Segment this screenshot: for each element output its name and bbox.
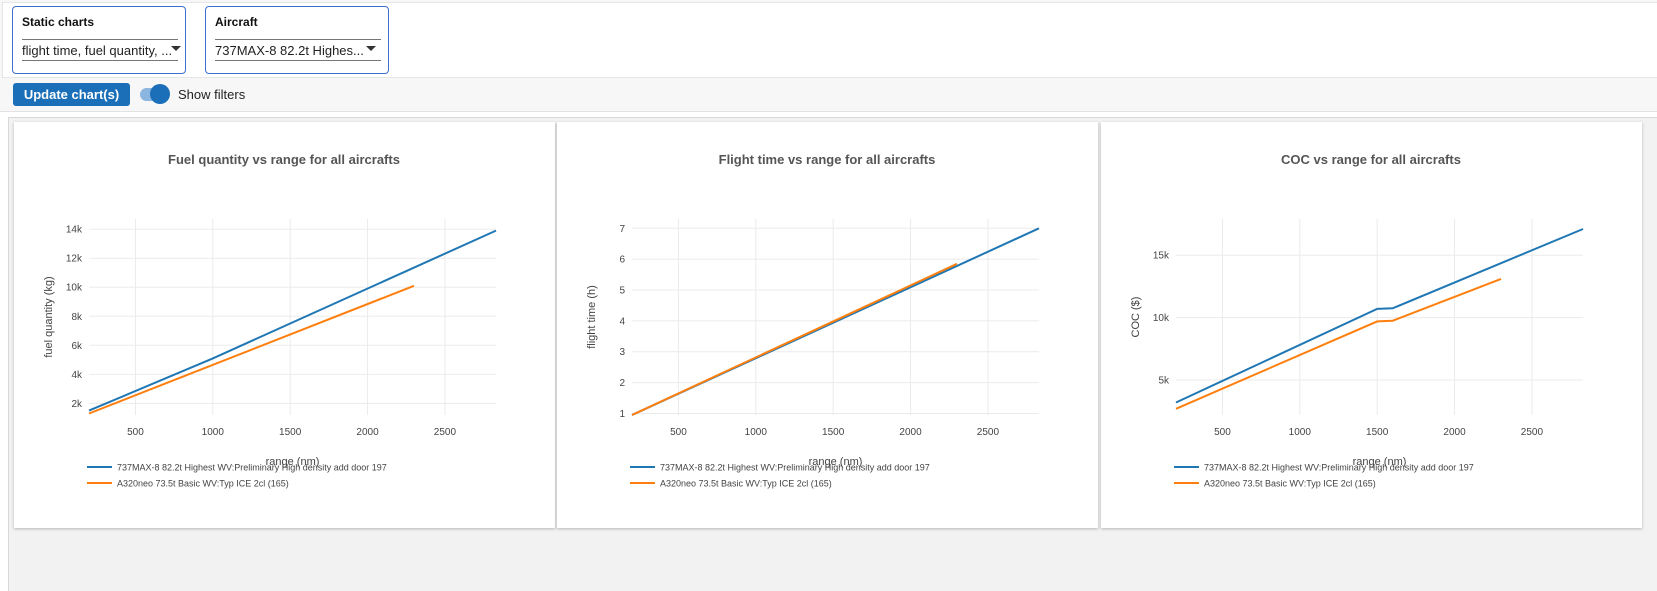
x-tick-label: 1000 xyxy=(202,427,225,438)
x-axis-label: range (nm) xyxy=(1353,456,1407,468)
series-line-2 xyxy=(1175,277,1502,410)
x-tick-label: 2500 xyxy=(977,427,1000,438)
y-tick-label: 6 xyxy=(619,255,625,266)
aircraft-select[interactable]: Aircraft 737MAX-8 82.2t Highes... xyxy=(205,6,389,74)
chart-title: Fuel quantity vs range for all aircrafts xyxy=(168,152,400,167)
x-tick-label: 2000 xyxy=(899,427,922,438)
legend-label: A320neo 73.5t Basic WV:Typ ICE 2cl (165) xyxy=(1204,479,1376,489)
show-filters-toggle-knob[interactable] xyxy=(150,84,170,104)
y-tick-label: 15k xyxy=(1153,251,1170,262)
coc-chart: COC vs range for all aircrafts 500 1000 150… xyxy=(1130,152,1584,489)
y-tick-label: 6k xyxy=(71,341,83,352)
y-tick-label: 4k xyxy=(71,370,83,381)
y-tick-label: 5k xyxy=(1158,376,1170,387)
series-line-2 xyxy=(88,284,415,415)
coc-chart-card: COC vs range for all aircrafts 500 1000 150… xyxy=(1101,122,1642,528)
y-tick-label: 7 xyxy=(619,224,625,235)
series-line-2 xyxy=(631,262,958,416)
x-tick-label: 1000 xyxy=(1289,427,1312,438)
y-tick-label: 4 xyxy=(619,316,625,327)
legend-label: 737MAX-8 82.2t Highest WV:Preliminary Hi… xyxy=(117,463,387,473)
chart-title: COC vs range for all aircrafts xyxy=(1281,152,1461,167)
static-charts-value[interactable]: flight time, fuel quantity, ... xyxy=(22,39,178,61)
x-tick-label: 1500 xyxy=(822,427,845,438)
chart-title: Flight time vs range for all aircrafts xyxy=(719,152,936,167)
legend-label: A320neo 73.5t Basic WV:Typ ICE 2cl (165) xyxy=(660,479,832,489)
grid xyxy=(1176,219,1583,415)
series-line-1 xyxy=(88,229,497,412)
static-charts-select[interactable]: Static charts flight time, fuel quantity… xyxy=(12,6,186,74)
x-tick-label: 500 xyxy=(670,427,687,438)
aircraft-value[interactable]: 737MAX-8 82.2t Highes... xyxy=(215,39,381,61)
x-tick-label: 500 xyxy=(127,427,144,438)
y-axis-label: fuel quantity (kg) xyxy=(43,276,55,357)
y-tick-label: 2 xyxy=(619,378,625,389)
static-charts-label: Static charts xyxy=(22,15,95,29)
chevron-down-icon[interactable] xyxy=(171,46,181,51)
chevron-down-icon[interactable] xyxy=(366,46,376,51)
x-tick-label: 500 xyxy=(1214,427,1231,438)
x-tick-label: 2000 xyxy=(1443,427,1466,438)
fuel-quantity-chart-card: Fuel quantity vs range for all aircrafts… xyxy=(14,122,555,528)
flight-time-chart: Flight time vs range for all aircrafts 50… xyxy=(586,152,1040,489)
y-tick-label: 3 xyxy=(619,347,625,358)
x-tick-label: 2500 xyxy=(434,427,457,438)
x-tick-label: 1500 xyxy=(1366,427,1389,438)
x-axis-label: range (nm) xyxy=(266,456,320,468)
legend-label: 737MAX-8 82.2t Highest WV:Preliminary Hi… xyxy=(1204,463,1474,473)
y-tick-label: 10k xyxy=(66,283,83,294)
y-tick-label: 10k xyxy=(1153,313,1170,324)
fuel-quantity-chart: Fuel quantity vs range for all aircrafts… xyxy=(43,152,497,489)
y-tick-label: 12k xyxy=(66,254,83,265)
x-tick-label: 2500 xyxy=(1521,427,1544,438)
series-line-1 xyxy=(1175,228,1584,404)
aircraft-label: Aircraft xyxy=(215,15,258,29)
update-charts-button[interactable]: Update chart(s) xyxy=(13,83,130,106)
y-tick-label: 8k xyxy=(71,312,83,323)
y-axis-label: COC ($) xyxy=(1130,297,1142,338)
x-tick-label: 1000 xyxy=(745,427,768,438)
legend-label: A320neo 73.5t Basic WV:Typ ICE 2cl (165) xyxy=(117,479,289,489)
y-tick-label: 5 xyxy=(619,285,625,296)
legend-label: 737MAX-8 82.2t Highest WV:Preliminary Hi… xyxy=(660,463,930,473)
y-tick-label: 14k xyxy=(66,225,83,236)
show-filters-label: Show filters xyxy=(178,87,246,102)
x-tick-label: 1500 xyxy=(279,427,302,438)
x-tick-label: 2000 xyxy=(356,427,379,438)
y-tick-label: 2k xyxy=(71,399,83,410)
y-tick-label: 1 xyxy=(619,409,625,420)
grid xyxy=(89,219,496,415)
flight-time-chart-card: Flight time vs range for all aircrafts 50… xyxy=(557,122,1098,528)
x-axis-label: range (nm) xyxy=(809,456,863,468)
y-axis-label: flight time (h) xyxy=(586,285,598,349)
